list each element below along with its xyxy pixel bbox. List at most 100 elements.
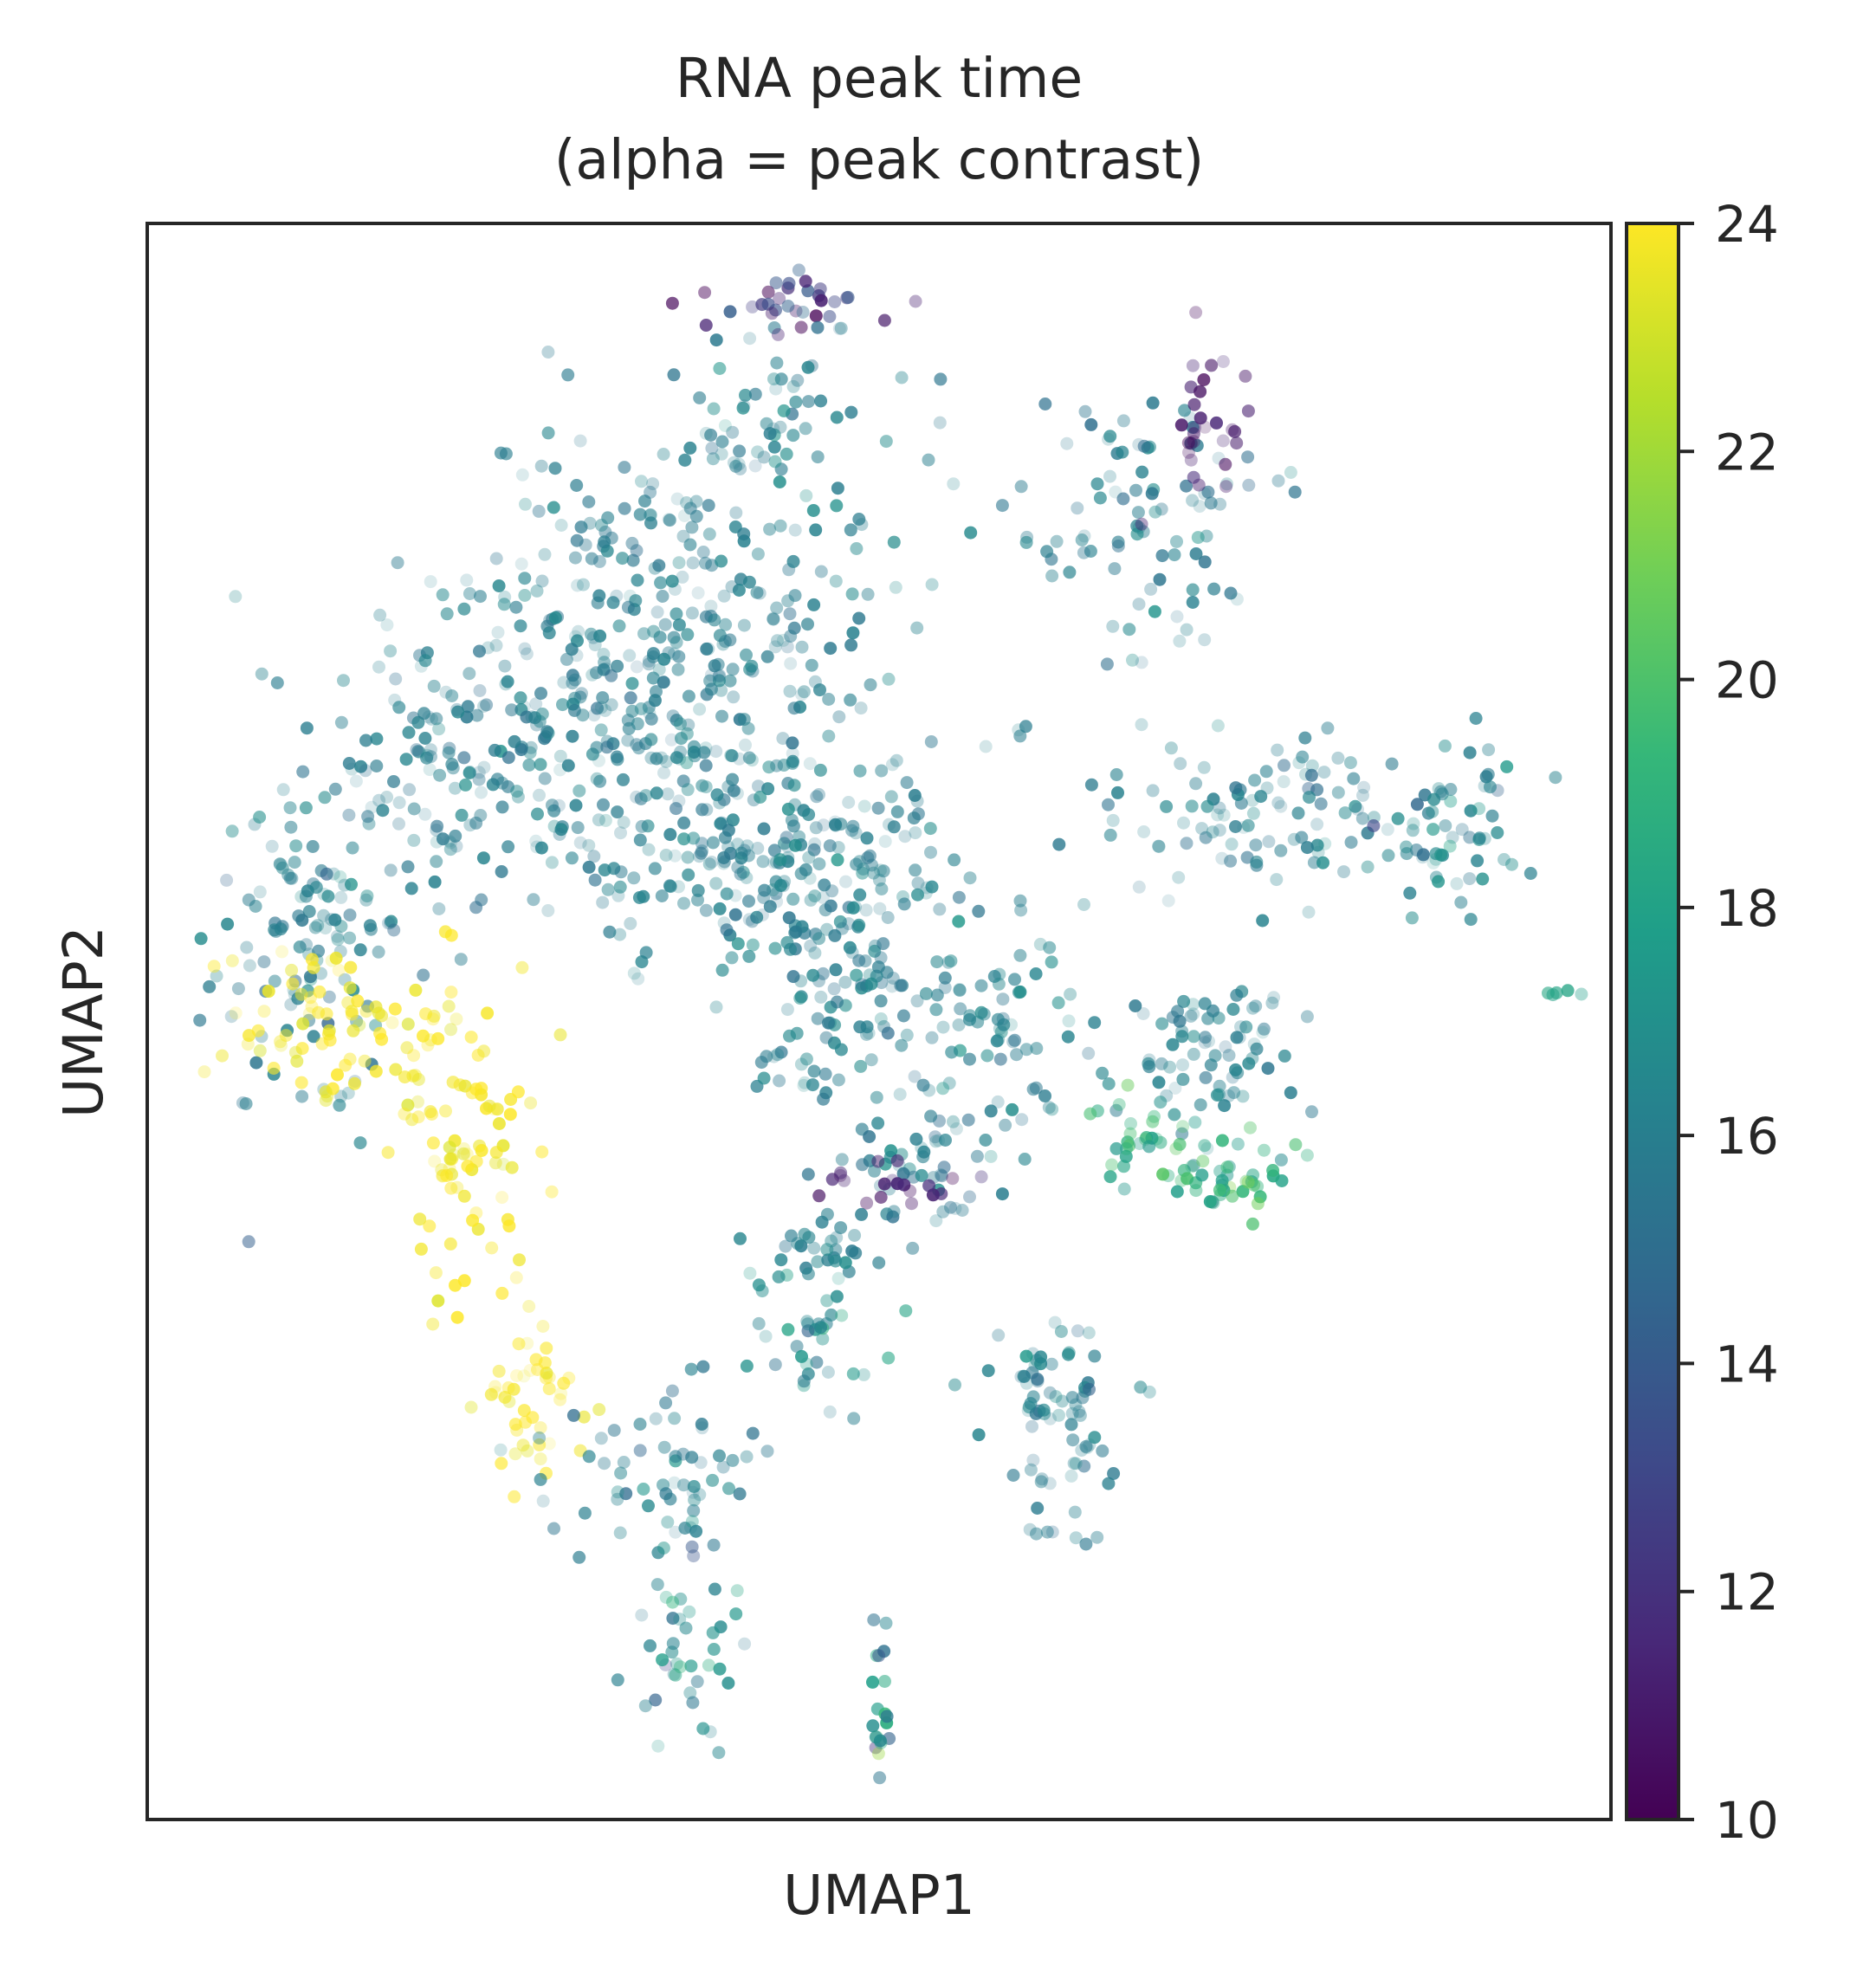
scatter-point [513, 1253, 526, 1267]
scatter-point [409, 983, 423, 997]
scatter-point [1148, 505, 1162, 519]
scatter-point [925, 578, 939, 591]
scatter-point [813, 683, 826, 697]
scatter-point [727, 690, 741, 704]
scatter-point [1291, 806, 1305, 820]
scatter-point [879, 1616, 893, 1630]
scatter-point [381, 916, 395, 930]
scatter-point [733, 752, 746, 766]
scatter-point [1224, 586, 1238, 600]
scatter-point [897, 1178, 911, 1192]
scatter-point [1006, 1102, 1019, 1116]
scatter-point [1064, 1469, 1078, 1483]
scatter-point [788, 838, 802, 852]
scatter-point [872, 1649, 886, 1663]
scatter-point [450, 839, 463, 853]
scatter-point [627, 871, 641, 885]
scatter-point [1142, 1385, 1156, 1399]
scatter-point [908, 789, 922, 802]
scatter-point [995, 499, 1009, 513]
scatter-point [553, 828, 566, 841]
scatter-point [1105, 1158, 1119, 1172]
scatter-point [428, 1154, 442, 1168]
scatter-point [613, 1526, 627, 1540]
scatter-point [875, 882, 889, 895]
scatter-point [767, 612, 780, 626]
scatter-point [1310, 818, 1324, 831]
scatter-point [773, 292, 786, 306]
scatter-point [786, 736, 799, 750]
scatter-point [773, 475, 786, 488]
scatter-point [936, 1205, 950, 1218]
scatter-point [1219, 457, 1232, 471]
scatter-point [1426, 805, 1439, 818]
scatter-point [1381, 823, 1394, 837]
scatter-point [1103, 430, 1117, 443]
scatter-point [781, 300, 795, 313]
scatter-point [1224, 854, 1238, 868]
scatter-point [1484, 780, 1497, 794]
scatter-point [948, 853, 961, 867]
scatter-point [890, 1154, 904, 1167]
scatter-point [658, 617, 672, 631]
scatter-point [789, 395, 803, 409]
scatter-point [676, 570, 689, 584]
scatter-point [288, 856, 301, 869]
scatter-point [670, 607, 683, 621]
scatter-point [642, 843, 656, 856]
plot-frame [146, 222, 1613, 1821]
scatter-point [274, 1035, 288, 1049]
scatter-point [752, 1278, 766, 1292]
scatter-point [886, 972, 900, 985]
scatter-point [699, 759, 713, 772]
scatter-point [541, 346, 555, 359]
scatter-point [318, 791, 332, 805]
scatter-point [455, 808, 469, 822]
scatter-point [1274, 799, 1288, 813]
scatter-point [449, 829, 463, 843]
scatter-point [880, 1710, 894, 1723]
scatter-point [699, 903, 713, 917]
scatter-point [676, 774, 690, 788]
scatter-point [762, 760, 776, 774]
scatter-point [1434, 848, 1448, 862]
scatter-point [624, 691, 637, 705]
scatter-point [685, 1515, 699, 1529]
scatter-point [782, 276, 796, 290]
scatter-point [1254, 790, 1268, 804]
scatter-point [1144, 582, 1158, 596]
scatter-point [732, 457, 746, 471]
scatter-point [373, 608, 387, 622]
scatter-point [1215, 851, 1229, 865]
scatter-point [442, 746, 456, 760]
scatter-point [538, 547, 552, 561]
scatter-point [738, 844, 751, 857]
scatter-point [1102, 1077, 1116, 1090]
scatter-point [729, 1607, 743, 1621]
scatter-point [1250, 855, 1264, 869]
scatter-point [1271, 474, 1285, 488]
scatter-point [1278, 1049, 1291, 1063]
scatter-point [1183, 410, 1197, 424]
scatter-point [1200, 529, 1213, 543]
scatter-point [1135, 718, 1148, 732]
scatter-point [802, 850, 816, 864]
scatter-point [954, 1002, 967, 1016]
scatter-point [877, 864, 890, 878]
scatter-point [1296, 750, 1310, 764]
scatter-point [730, 786, 744, 800]
scatter-point [696, 546, 710, 559]
scatter-point [734, 462, 747, 475]
scatter-point [733, 1487, 747, 1501]
scatter-point [1090, 477, 1104, 491]
scatter-point [1045, 1357, 1058, 1371]
scatter-point [873, 902, 887, 915]
scatter-point [1207, 582, 1221, 596]
scatter-point [1421, 806, 1435, 820]
scatter-point [414, 1242, 428, 1256]
scatter-point [669, 1668, 682, 1682]
scatter-point [510, 1369, 523, 1382]
scatter-point [860, 1196, 874, 1210]
scatter-point [929, 1003, 943, 1017]
scatter-point [916, 1078, 930, 1092]
